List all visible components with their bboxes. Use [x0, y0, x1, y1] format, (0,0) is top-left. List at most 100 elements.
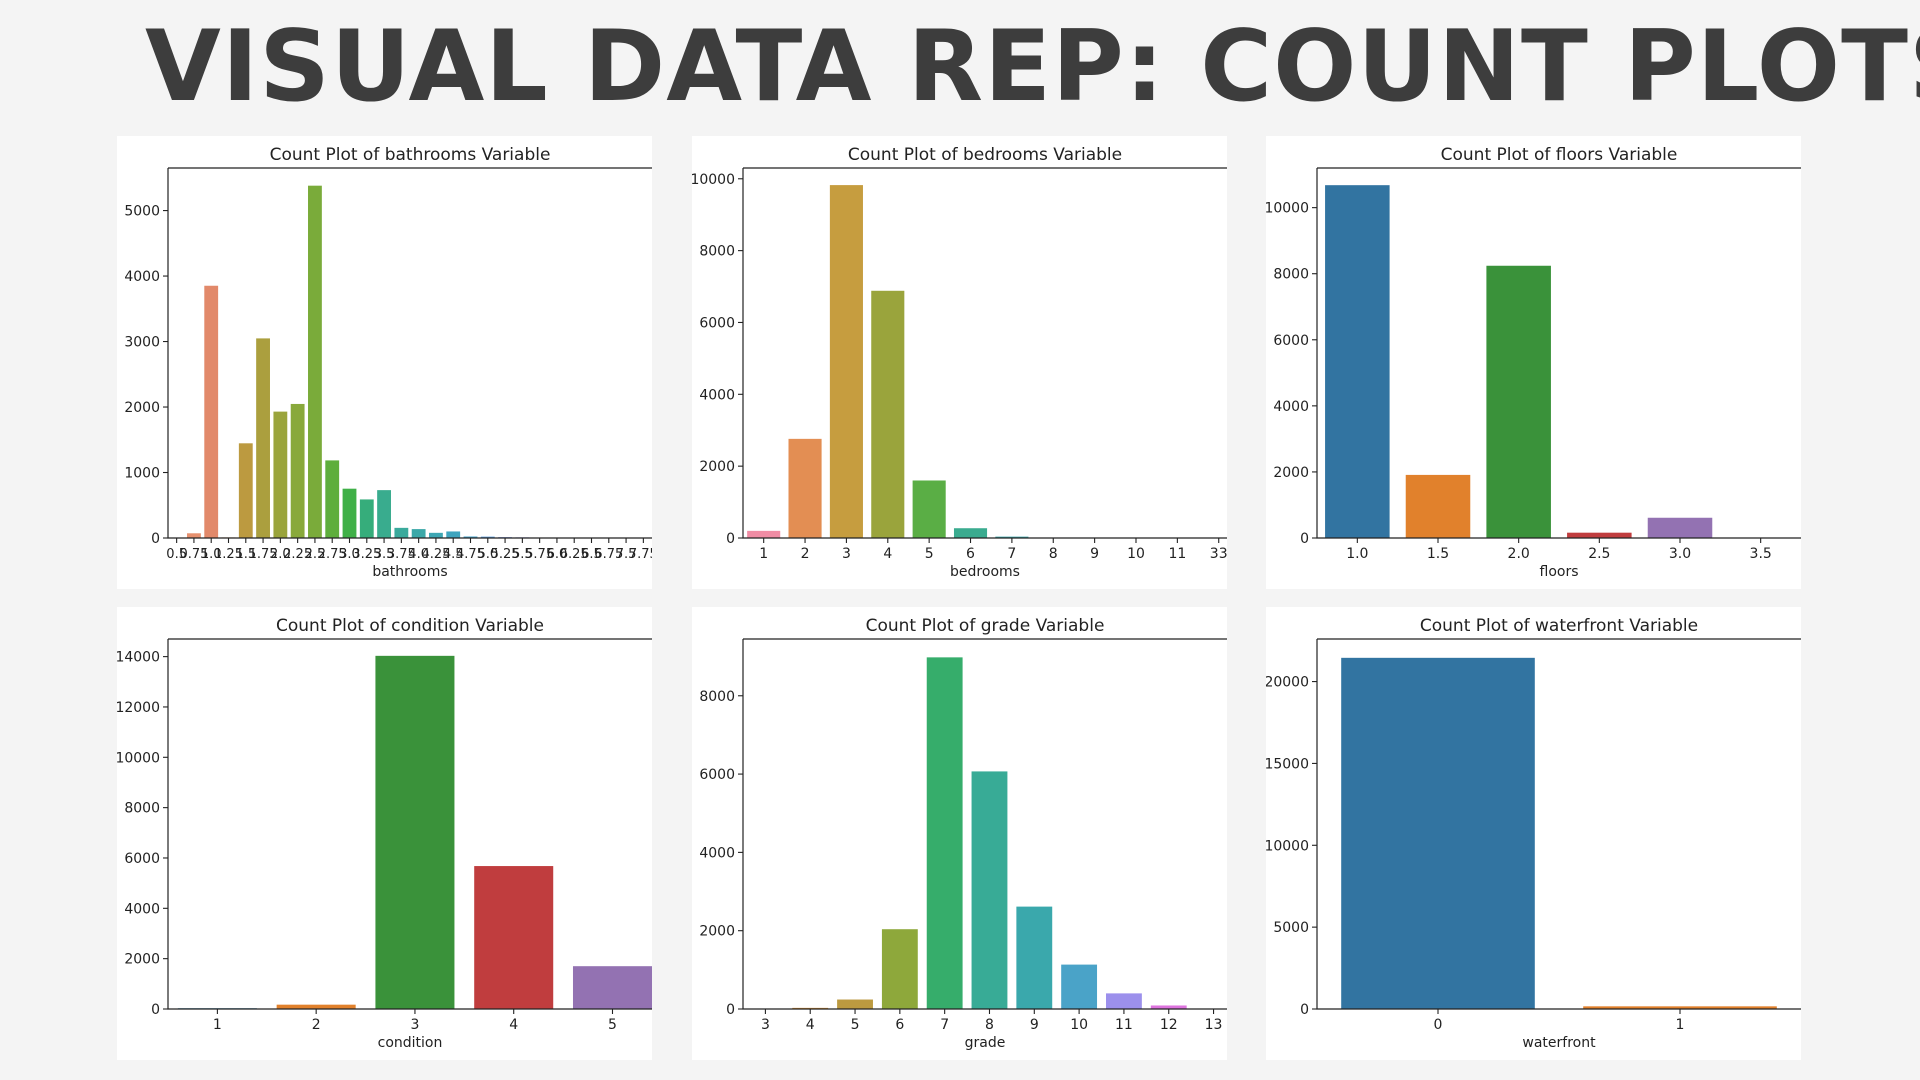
x-tick-label: 6: [966, 546, 975, 562]
bar: [1567, 532, 1632, 538]
x-tick-label: 5.75: [525, 547, 554, 562]
y-tick-label: 2000: [699, 924, 735, 940]
x-tick-label: 6.75: [594, 547, 623, 562]
y-tick-label: 3000: [124, 335, 160, 351]
bar: [971, 771, 1008, 1009]
x-tick-label: 1: [1676, 1017, 1685, 1033]
x-tick-label: 3.75: [387, 547, 416, 562]
x-tick-label: 9: [1030, 1017, 1039, 1033]
bar: [995, 536, 1029, 538]
x-tick-label: 3.0: [1669, 546, 1691, 562]
y-tick-label: 12000: [117, 700, 160, 716]
y-tick-label: 6000: [124, 851, 160, 867]
bar: [238, 443, 253, 538]
y-tick-label: 0: [151, 531, 160, 547]
x-tick-label: 1.75: [249, 547, 278, 562]
y-tick-label: 10000: [117, 750, 160, 766]
bar: [375, 655, 455, 1009]
bar: [881, 929, 918, 1009]
y-tick-label: 5000: [1273, 920, 1309, 936]
y-tick-label: 6000: [699, 315, 735, 331]
y-tick-label: 4000: [699, 845, 735, 861]
x-axis-label: bathrooms: [372, 564, 447, 580]
waterfront-count-plot: Count Plot of waterfront Variable 0 5000 10…: [1266, 607, 1801, 1060]
y-tick-label: 15000: [1266, 756, 1309, 772]
y-tick-label: 10000: [692, 172, 735, 188]
bar: [912, 480, 946, 538]
x-tick-label: 3: [761, 1017, 770, 1033]
y-tick-label: 10000: [1266, 838, 1309, 854]
x-tick-label: 1.25: [214, 547, 243, 562]
x-tick-label: 1: [759, 546, 768, 562]
chart-title: Count Plot of bathrooms Variable: [270, 145, 551, 165]
y-tick-label: 2000: [699, 459, 735, 475]
bar: [837, 999, 873, 1009]
x-tick-label: 13: [1205, 1017, 1223, 1033]
x-tick-label: 6.0: [547, 547, 568, 562]
x-tick-label: 5: [925, 546, 934, 562]
x-tick-label: 8: [1049, 546, 1058, 562]
x-tick-label: 2.75: [318, 547, 347, 562]
x-tick-label: 2.5: [1588, 546, 1610, 562]
x-tick-label: 7: [1007, 546, 1016, 562]
bar: [747, 530, 781, 538]
x-tick-label: 1.0: [1346, 546, 1368, 562]
x-axis-label: bedrooms: [950, 564, 1020, 580]
x-tick-label: 3: [842, 546, 851, 562]
x-tick-label: 4: [509, 1017, 518, 1033]
bedrooms-count-plot: Count Plot of bedrooms Variable 0 2000 4000…: [692, 136, 1227, 589]
y-tick-label: 0: [726, 531, 735, 547]
y-tick-label: 20000: [1266, 675, 1309, 691]
bar: [446, 531, 461, 538]
y-tick-label: 6000: [699, 767, 735, 783]
bar: [273, 411, 288, 538]
bar: [429, 532, 443, 538]
bar: [394, 527, 409, 538]
bathrooms-count-plot: Count Plot of bathrooms Variable 0 1000 200…: [117, 136, 652, 589]
slide-title: VISUAL DATA REP: COUNT PLOTS: [145, 10, 1920, 124]
bar: [953, 528, 988, 538]
x-tick-label: 2.25: [283, 547, 312, 562]
x-axis-label: condition: [378, 1035, 443, 1051]
bar: [871, 290, 905, 538]
bar: [926, 657, 963, 1009]
bar: [377, 490, 391, 538]
x-tick-label: 5.0: [477, 547, 498, 562]
y-tick-label: 0: [151, 1002, 160, 1018]
y-tick-label: 4000: [1273, 399, 1309, 415]
bar: [411, 529, 426, 538]
bar: [1583, 1006, 1777, 1009]
grade-count-plot: Count Plot of grade Variable 0 2000 4000 600…: [692, 607, 1227, 1060]
bar: [1341, 657, 1535, 1009]
bar: [256, 338, 270, 538]
y-tick-label: 2000: [1273, 465, 1309, 481]
bar: [1405, 474, 1471, 538]
chart-title: Count Plot of condition Variable: [276, 616, 544, 636]
x-tick-label: 4.5: [443, 547, 464, 562]
bar: [1016, 906, 1053, 1009]
x-tick-label: 2: [312, 1017, 321, 1033]
y-tick-label: 6000: [1273, 333, 1309, 349]
x-tick-label: 4.25: [421, 547, 450, 562]
x-tick-label: 7.5: [616, 547, 637, 562]
bar: [480, 536, 495, 538]
bar: [829, 185, 863, 538]
y-tick-label: 0: [1300, 531, 1309, 547]
x-tick-label: 2.5: [305, 547, 326, 562]
x-tick-label: 7: [940, 1017, 949, 1033]
x-tick-label: 1.5: [235, 547, 256, 562]
x-tick-label: 33: [1210, 546, 1227, 562]
x-tick-label: 0.5: [166, 547, 187, 562]
x-tick-label: 6: [895, 1017, 904, 1033]
bar: [1106, 993, 1142, 1009]
bar: [572, 966, 652, 1009]
x-tick-label: 3.25: [352, 547, 381, 562]
floors-count-plot: Count Plot of floors Variable 0 2000 4000 60…: [1266, 136, 1801, 589]
y-tick-label: 2000: [124, 400, 160, 416]
bar: [290, 403, 305, 538]
x-tick-label: 2: [801, 546, 810, 562]
x-tick-label: 1.0: [201, 547, 222, 562]
x-tick-label: 11: [1168, 546, 1186, 562]
chart-title: Count Plot of floors Variable: [1441, 145, 1678, 165]
bar: [1647, 517, 1713, 538]
